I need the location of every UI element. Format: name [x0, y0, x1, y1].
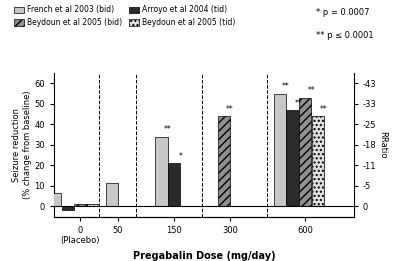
Bar — [49, 193, 61, 206]
Y-axis label: RRatio: RRatio — [379, 131, 387, 159]
Bar — [74, 204, 87, 206]
Text: **: ** — [163, 125, 171, 134]
Text: *: * — [178, 152, 182, 161]
Legend: French et al 2003 (bid), Beydoun et al 2005 (bid), Arroyo et al 2004 (tid), Beyd: French et al 2003 (bid), Beydoun et al 2… — [12, 4, 237, 29]
Bar — [62, 206, 74, 210]
Y-axis label: Seizure reduction
(% change from baseline): Seizure reduction (% change from baselin… — [12, 91, 32, 199]
Bar — [106, 183, 118, 206]
Bar — [168, 163, 180, 206]
Bar — [156, 137, 168, 206]
Bar — [287, 110, 299, 206]
Bar — [312, 116, 324, 206]
Bar — [218, 116, 230, 206]
Text: ** p ≤ 0.0001: ** p ≤ 0.0001 — [316, 31, 374, 40]
Bar — [274, 94, 286, 206]
Bar — [299, 98, 311, 206]
Text: * p = 0.0007: * p = 0.0007 — [316, 8, 370, 17]
Bar — [87, 204, 99, 206]
X-axis label: Pregabalin Dose (mg/day): Pregabalin Dose (mg/day) — [133, 251, 275, 261]
Text: **: ** — [320, 105, 328, 114]
Text: **: ** — [295, 99, 302, 108]
Text: **: ** — [226, 105, 234, 114]
Text: **: ** — [307, 86, 315, 95]
Text: **: ** — [282, 82, 290, 91]
